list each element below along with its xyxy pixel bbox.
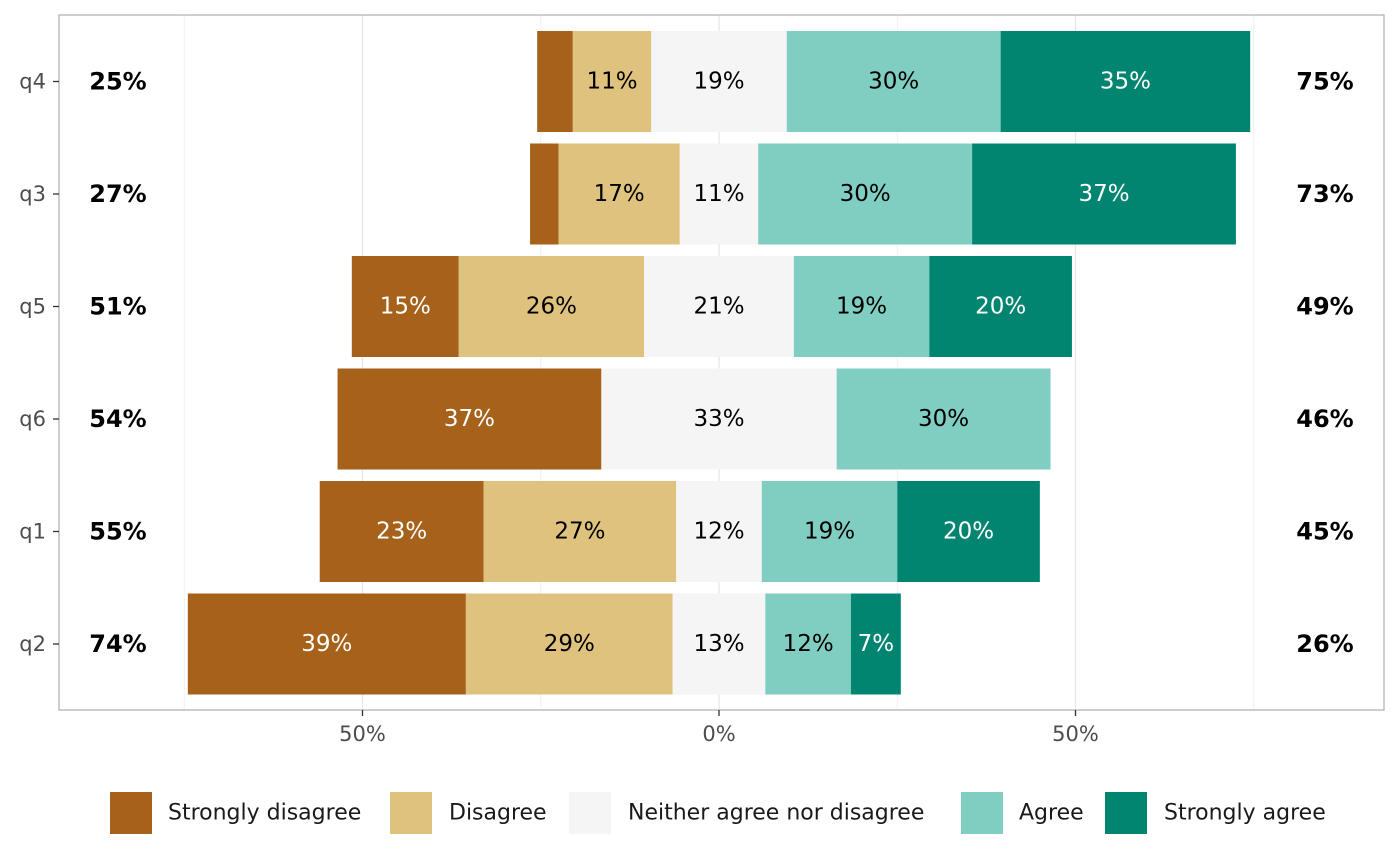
bar-segment [530,143,559,245]
y-tick-label: q1 [19,520,46,544]
bar-segment [601,368,837,470]
legend: Strongly disagree Disagree Neither agree n… [110,792,1326,834]
legend-label: Strongly disagree [168,801,361,826]
bar-segment [836,368,1051,470]
bar-value-label: 23% [376,519,427,545]
bar-segment [572,31,652,132]
bar-value-label: 37% [444,406,495,432]
bar-value-label: 33% [693,406,744,432]
y-tick-label: q6 [19,407,46,431]
right-total-label: 73% [1296,180,1353,208]
bar-segment [537,31,573,132]
bar-segment [465,593,673,695]
y-tick-label: q5 [19,295,46,319]
legend-label: Neither agree nor disagree [628,801,924,826]
legend-key [961,792,1003,834]
bar-value-label: 37% [1078,181,1129,207]
bar-value-label: 26% [526,294,577,320]
legend-key [390,792,432,834]
bar-value-label: 11% [693,181,744,207]
bar-value-label: 27% [554,519,605,545]
bar-value-label: 13% [693,631,744,657]
bar-segment [187,593,466,695]
bar-segment [458,256,645,357]
right-total-label: 46% [1296,405,1353,433]
left-total-label: 54% [89,405,146,433]
bar-value-label: 15% [380,294,431,320]
bar-value-label: 20% [943,519,994,545]
legend-key [569,792,611,834]
right-total-label: 75% [1296,68,1353,96]
y-tick-label: q2 [19,632,46,656]
bar-value-label: 35% [1100,69,1151,95]
bar-segment [676,481,762,582]
panel-border [58,14,1385,711]
left-total-label: 27% [89,180,146,208]
bar-segment [758,143,973,245]
bar-value-label: 7% [858,631,895,657]
x-tick-label: 0% [702,722,735,746]
axes: q4 q3 q5 q6 q1 q2 50% 0% 50% [19,70,1099,747]
left-total-label: 51% [89,293,146,321]
bar-segment [558,143,680,245]
bar-value-label: 17% [594,181,645,207]
bar-value-label: 30% [868,69,919,95]
legend-key [1105,792,1147,834]
bar-segment [850,593,901,695]
bar-segment [337,368,602,470]
bar-segment [793,256,930,357]
bar-value-label: 29% [544,631,595,657]
bar-value-label: 19% [804,519,855,545]
bar-segment [765,593,851,695]
bar-segment [761,481,898,582]
left-total-label: 74% [89,630,146,658]
bar-value-label: 21% [693,294,744,320]
bar-segment [483,481,677,582]
x-tick-label: 50% [339,722,386,746]
bar-segment [644,256,794,357]
bar-value-label: 11% [586,69,637,95]
bar-segment [651,31,787,132]
left-total-label: 55% [89,518,146,546]
bar-segment [679,143,759,245]
bar-segment [319,481,484,582]
bar-segment [972,143,1236,245]
left-total-label: 25% [89,68,146,96]
legend-key [110,792,152,834]
bar-value-label: 12% [783,631,834,657]
bar-value-label: 39% [301,631,352,657]
bar-segment [929,256,1072,357]
bar-value-label: 20% [975,294,1026,320]
right-total-label: 26% [1296,630,1353,658]
bar-value-label: 30% [918,406,969,432]
bar-segment [351,256,459,357]
bar-labels: 11% 19% 30% 35% 17% 11% 30% 37% 15% 26% 21% 19% 20% 3… [301,69,1151,658]
total-labels: 25% 75% 27% 73% 51% 49% 54% 46% 55% 45% 74% 26% [89,68,1353,659]
y-tick-label: q4 [19,70,46,94]
right-total-label: 49% [1296,293,1353,321]
bar-value-label: 19% [836,294,887,320]
bars [187,31,1251,695]
right-total-label: 45% [1296,518,1353,546]
bar-value-label: 12% [693,519,744,545]
bar-segment [897,481,1040,582]
legend-label: Disagree [449,801,547,826]
y-tick-label: q3 [19,182,46,206]
legend-label: Agree [1019,801,1084,826]
legend-label: Strongly agree [1164,801,1326,826]
bar-value-label: 30% [840,181,891,207]
bar-value-label: 19% [693,69,744,95]
bar-segment [786,31,1001,132]
x-tick-label: 50% [1052,722,1099,746]
bar-segment [672,593,766,695]
bar-segment [1000,31,1251,132]
